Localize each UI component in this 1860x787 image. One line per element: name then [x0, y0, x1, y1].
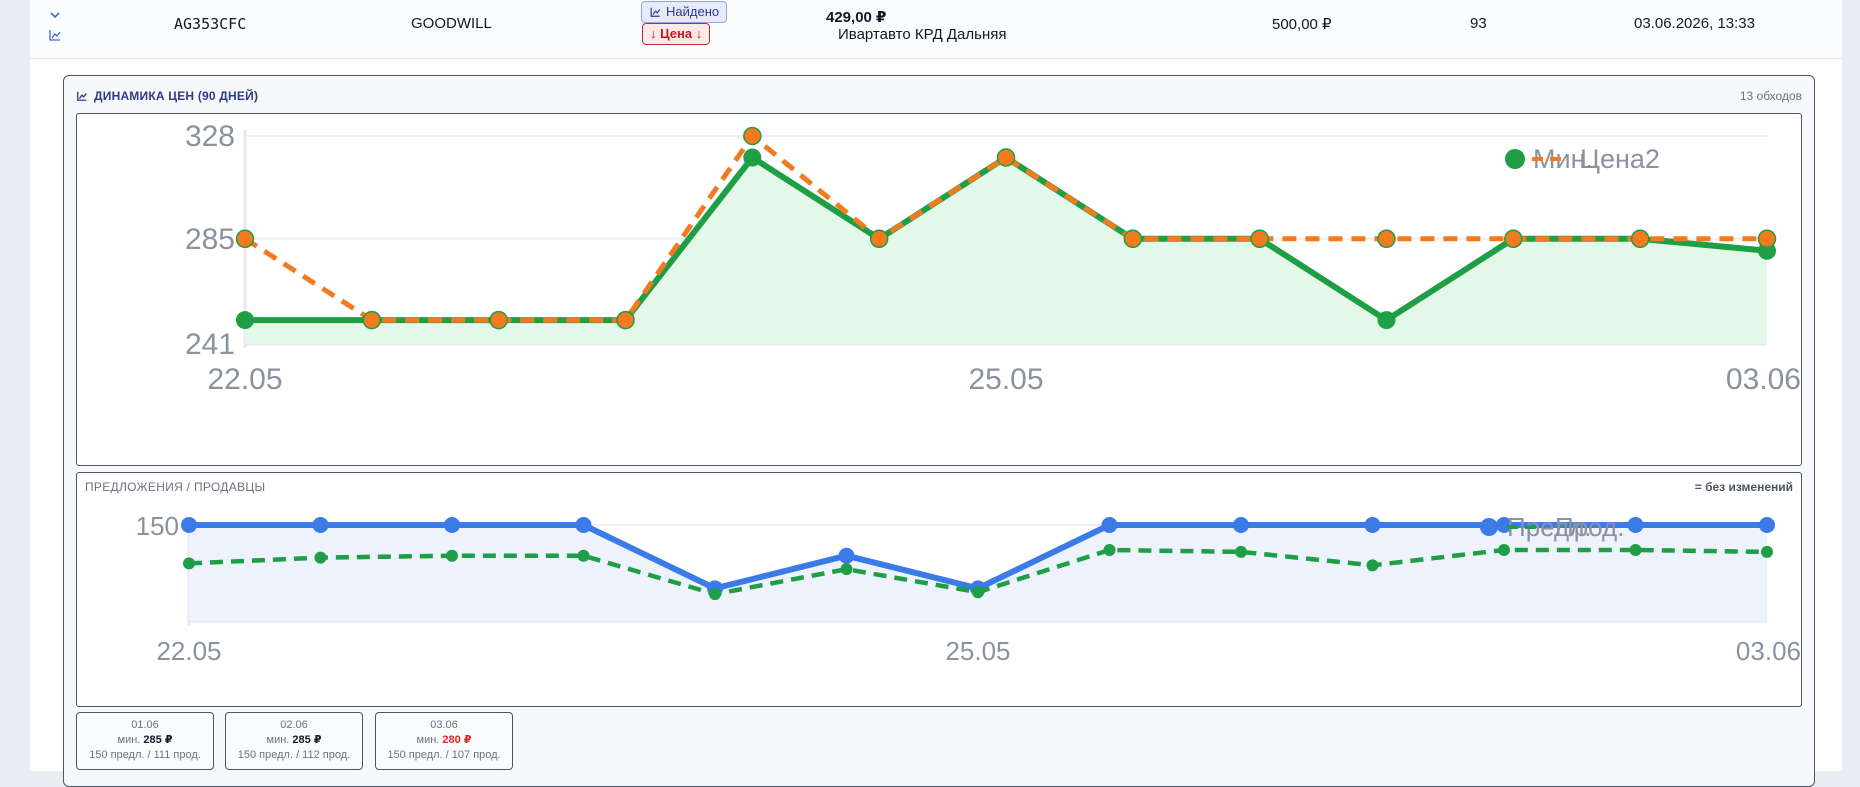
data-point [1498, 543, 1510, 556]
day-card-min-label: мин. [416, 734, 440, 746]
status-badge-price-down: ↓ Цена ↓ [642, 23, 711, 45]
offer-count: 93 [1470, 15, 1487, 32]
day-card-min: 285 ₽ [143, 734, 173, 746]
data-point [1233, 517, 1249, 533]
data-point [1103, 543, 1116, 556]
data-point [312, 517, 329, 533]
legend-swatch [1480, 518, 1498, 536]
data-point [1377, 311, 1396, 330]
data-point [183, 557, 195, 570]
data-point [1630, 229, 1650, 249]
series-area [189, 525, 1767, 621]
chart-line-icon [650, 7, 661, 17]
data-point [1627, 517, 1644, 533]
legend-swatch [1505, 149, 1525, 169]
data-point [1364, 517, 1381, 533]
data-point [444, 517, 460, 533]
day-card-stats: 150 предл. / 111 прод. [89, 749, 201, 761]
offers-chart-note: = без изменений [1694, 480, 1793, 494]
data-point [314, 551, 327, 564]
data-point [743, 148, 762, 167]
y-tick-label: 241 [185, 328, 235, 361]
data-point [1504, 229, 1523, 249]
brand: GOODWILL [411, 15, 492, 32]
chart-line-icon[interactable] [48, 28, 62, 42]
day-card-stats: 150 предл. / 107 прод. [387, 749, 501, 761]
data-point [362, 310, 382, 330]
offers-chart: ПРЕДЛОЖЕНИЯ / ПРОДАВЦЫ = без изменений 1… [76, 472, 1802, 707]
series-area [245, 157, 1767, 344]
data-point [869, 229, 889, 249]
day-card-date: 01.06 [131, 719, 159, 731]
data-point [1123, 229, 1143, 249]
data-point [1761, 545, 1773, 558]
y-tick-label: 150 [136, 511, 179, 541]
table-row[interactable]: AG353CFC GOODWILL Найдено ↓ Цена ↓ 429,0… [30, 0, 1842, 59]
price-dynamics-panel: ДИНАМИКА ЦЕН (90 ДНЕЙ) 13 обходов 241 285… [63, 75, 1815, 787]
data-point [1101, 517, 1118, 533]
data-point [446, 549, 458, 562]
price-secondary: 500,00 ₽ [1272, 16, 1332, 33]
panel-title-label: ДИНАМИКА ЦЕН (90 ДНЕЙ) [94, 89, 259, 103]
day-card-date: 02.06 [280, 719, 308, 731]
data-point [181, 517, 197, 533]
data-point [1377, 229, 1396, 249]
data-point [1757, 229, 1777, 249]
data-point [235, 229, 255, 249]
legend-label: Прод. [1555, 512, 1624, 542]
data-point [996, 148, 1016, 167]
data-point [743, 126, 762, 146]
data-point [972, 586, 984, 599]
legend-label: Цена2 [1580, 144, 1660, 174]
crawl-count: 13 обходов [1739, 89, 1802, 103]
data-point [838, 547, 855, 564]
data-point [489, 310, 508, 330]
data-point [577, 549, 590, 562]
y-tick-label: 328 [185, 120, 235, 153]
data-point [1235, 545, 1247, 558]
x-tick-label: 03.06 [1736, 636, 1801, 666]
status-badge-found: Найдено [641, 1, 728, 23]
chevron-down-icon[interactable] [48, 8, 62, 22]
x-tick-label: 25.05 [945, 636, 1010, 666]
data-point [616, 310, 635, 330]
data-point [1759, 517, 1775, 533]
day-card-min: 280 ₽ [442, 734, 472, 746]
data-point [575, 517, 592, 533]
day-card-min-label: мин. [266, 734, 290, 746]
chart-line-icon [77, 91, 87, 101]
data-point [1366, 559, 1379, 572]
page: AG353CFC GOODWILL Найдено ↓ Цена ↓ 429,0… [30, 0, 1842, 787]
day-card-min-label: мин. [117, 734, 141, 746]
x-tick-label: 25.05 [968, 363, 1043, 396]
data-point [709, 588, 721, 601]
price: 429,00 ₽ [826, 9, 887, 26]
offers-chart-title: ПРЕДЛОЖЕНИЯ / ПРОДАВЦЫ [85, 480, 266, 494]
day-card-min: 285 ₽ [292, 734, 322, 746]
x-tick-label: 22.05 [207, 363, 282, 396]
day-card[interactable]: 03.06 мин. 280 ₽ 150 предл. / 107 прод. [375, 712, 513, 770]
supplier: Ивартавто КРД Дальняя [838, 26, 1007, 43]
badge-found-label: Найдено [666, 4, 720, 19]
x-tick-label: 03.06 [1726, 363, 1801, 396]
data-point [840, 563, 853, 576]
data-point [1250, 229, 1269, 249]
panel-title: ДИНАМИКА ЦЕН (90 ДНЕЙ) [76, 89, 258, 103]
day-card[interactable]: 01.06 мин. 285 ₽ 150 предл. / 111 прод. [76, 712, 214, 770]
timestamp: 03.06.2026, 13:33 [1634, 15, 1755, 32]
sku: AG353CFC [174, 15, 247, 33]
day-card[interactable]: 02.06 мин. 285 ₽ 150 предл. / 112 прод. [225, 712, 363, 770]
day-card-date: 03.06 [430, 719, 458, 731]
y-tick-label: 285 [185, 223, 235, 256]
offers-chart-svg: 150 22.05 25.05 03.06 Предл.Прод. [136, 511, 1801, 666]
x-tick-label: 22.05 [156, 636, 221, 666]
legend-label: Предл. [1507, 512, 1592, 542]
data-point [236, 311, 254, 330]
price-chart: 241 285 328 22.05 25.05 03.06 Мин. Цена2 [76, 113, 1802, 466]
data-point [1629, 543, 1642, 556]
day-card-stats: 150 предл. / 112 прод. [237, 749, 351, 761]
